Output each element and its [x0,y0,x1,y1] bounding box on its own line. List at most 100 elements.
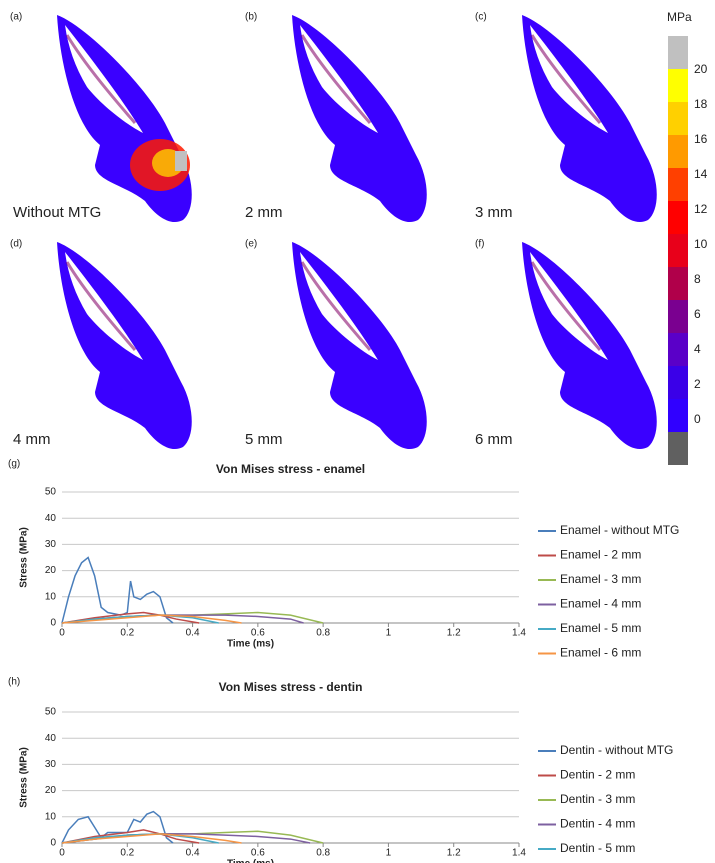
x-tick-label: 0.8 [316,628,330,639]
legend-label: Dentin - 4 mm [560,817,635,831]
x-tick-label: 1.2 [447,628,461,639]
y-tick-label: 0 [50,618,56,629]
colorbar-tick-label: 16 [694,132,708,146]
x-tick-label: 1 [386,628,392,639]
chart-title: Von Mises stress - enamel [216,462,365,476]
colorbar-segment [668,267,688,300]
colorbar-tick-label: 10 [694,237,708,251]
x-axis-label: Time (ms) [227,859,274,863]
panel-caption: 6 mm [475,431,513,448]
y-axis-label: Stress (MPa) [19,747,30,808]
colorbar-tick-label: 0 [694,412,701,426]
x-tick-label: 0.6 [251,848,265,859]
tooth-model [55,240,194,451]
legend-label: Enamel - 3 mm [560,572,641,586]
panel-label: (g) [8,459,20,470]
panel-label: (e) [245,239,257,250]
colorbar-segment [668,234,688,267]
y-tick-label: 30 [45,539,57,550]
y-tick-label: 0 [50,838,56,849]
y-tick-label: 50 [45,707,57,718]
legend-label: Enamel - without MTG [560,523,679,537]
x-axis-label: Time (ms) [227,639,274,650]
panel-caption: 5 mm [245,431,283,448]
x-tick-label: 1.2 [447,848,461,859]
tooth-panel: (a) Without MTG [10,12,194,224]
colorbar-tick-label: 20 [694,62,708,76]
tooth-model [55,13,194,224]
panel-label: (d) [10,239,22,250]
panel-caption: Without MTG [13,204,101,221]
x-tick-label: 0 [59,848,65,859]
x-tick-label: 0.4 [186,848,200,859]
y-tick-label: 10 [45,811,57,822]
legend-label: Dentin - 3 mm [560,792,635,806]
colorbar-segment [668,102,688,135]
x-tick-label: 1.4 [512,848,526,859]
colorbar-tick-label: 12 [694,202,708,216]
y-tick-label: 20 [45,785,57,796]
tooth-model [520,240,659,451]
x-tick-label: 1.4 [512,628,526,639]
panel-label: (c) [475,12,487,23]
legend-label: Dentin - 2 mm [560,768,635,782]
colorbar-segment [668,333,688,366]
series-line [61,556,174,624]
legend-label: Enamel - 2 mm [560,548,641,562]
panel-label: (a) [10,12,22,23]
panel-label: (f) [475,239,484,250]
colorbar-tick-label: 8 [694,272,701,286]
x-tick-label: 0.4 [186,628,200,639]
legend-label: Enamel - 4 mm [560,597,641,611]
legend-label: Enamel - 6 mm [560,646,641,660]
x-tick-label: 0.2 [120,628,134,639]
x-tick-label: 0 [59,628,65,639]
colorbar-segment [668,69,688,102]
colorbar-tick-label: 2 [694,377,701,391]
colorbar-tick-label: 18 [694,97,708,111]
series-line [61,611,200,624]
tooth-panel: (c) 3 mm [475,12,659,224]
tooth-panel: (e) 5 mm [245,239,429,451]
panel-label: (b) [245,12,257,23]
tooth-panel: (b) 2 mm [245,12,429,224]
panel-label: (h) [8,677,20,688]
y-tick-label: 50 [45,487,57,498]
panel-caption: 2 mm [245,204,283,221]
colorbar-segment [668,201,688,234]
y-axis-label: Stress (MPa) [19,527,30,588]
tooth-model [290,240,429,451]
x-tick-label: 0.6 [251,628,265,639]
tooth-panel: (f) 6 mm [475,239,659,451]
series-line [61,614,242,624]
panel-caption: 4 mm [13,431,51,448]
x-tick-label: 0.2 [120,848,134,859]
colorbar-tick-label: 6 [694,307,701,321]
y-tick-label: 10 [45,591,57,602]
colorbar-tick-label: 14 [694,167,708,181]
x-tick-label: 0.8 [316,848,330,859]
tooth-model [290,13,429,224]
x-tick-label: 1 [386,848,392,859]
legend-label: Enamel - 5 mm [560,621,641,635]
y-tick-label: 40 [45,513,57,524]
legend-label: Dentin - without MTG [560,743,673,757]
colorbar-segment [668,432,688,465]
legend-label: Dentin - 5 mm [560,841,635,855]
colorbar-segment [668,399,688,432]
chart-title: Von Mises stress - dentin [219,680,363,694]
y-tick-label: 40 [45,733,57,744]
series-line [61,810,174,844]
colorbar-segment [668,36,688,69]
y-tick-label: 20 [45,565,57,576]
tooth-panel: (d) 4 mm [10,239,194,451]
colorbar-segment [668,135,688,168]
stress-hotspot [175,151,187,171]
colorbar-segment [668,366,688,399]
colorbar-segment [668,300,688,333]
series-line [61,833,242,844]
colorbar-title: MPa [667,10,692,24]
colorbar-segment [668,168,688,201]
y-tick-label: 30 [45,759,57,770]
